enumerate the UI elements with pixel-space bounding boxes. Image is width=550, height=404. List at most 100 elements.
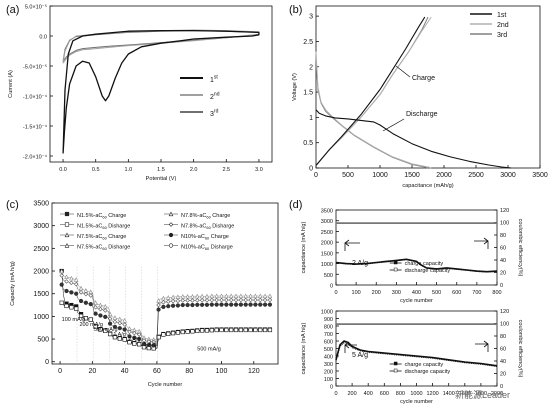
y2-tick-label: 100: [500, 221, 509, 227]
y-tick-label: 0.0: [39, 35, 47, 41]
legend-label-suffix: Charge: [211, 213, 231, 219]
y-tick-label: 3500: [33, 201, 49, 208]
legend-label: N1.5%-aC60 Disharge: [77, 224, 130, 231]
data-point: [258, 327, 263, 333]
data-point: [185, 298, 190, 303]
legend-label: discharge capacity: [405, 369, 451, 375]
data-point: [64, 288, 69, 294]
data-point: [185, 302, 190, 308]
data-point: [161, 300, 166, 305]
data-point: [253, 302, 258, 307]
y-tick-label: 1000: [33, 314, 49, 321]
y-tick-label: 2000: [33, 269, 49, 276]
x-tick-label: 0: [314, 172, 318, 179]
data-point: [83, 291, 89, 297]
x-axis-label: Cycle number: [148, 382, 183, 388]
legend-label-script: nd: [214, 92, 220, 98]
y-tick-label: 0.5: [303, 140, 313, 147]
legend-marker: [64, 211, 70, 217]
y-tick-label: 3: [309, 14, 313, 21]
y-tick-label: 1: [309, 115, 313, 122]
legend-label: N10%-aC60 Charge: [181, 234, 229, 241]
data-point: [102, 303, 108, 309]
data-point: [103, 328, 108, 333]
data-point: [233, 327, 239, 333]
legend-label: N7.8%-aC60 Charge: [181, 213, 230, 220]
data-point: [209, 297, 215, 303]
data-point: [233, 293, 239, 299]
rate-label: 200 mA/g: [79, 322, 103, 328]
annotation-charge: Charge: [412, 75, 435, 82]
data-point: [137, 342, 142, 347]
y-tick-label: 1000: [321, 262, 333, 268]
y-tick-label: 500: [37, 337, 49, 344]
y-tick-label: 3000: [33, 223, 49, 230]
x-tick-label: 1000: [372, 172, 388, 179]
data-point: [258, 302, 263, 307]
x-tick-label: 1800: [475, 391, 487, 397]
y-axis-label: Voltage (V): [292, 73, 298, 101]
data-point: [200, 302, 205, 307]
data-point: [200, 328, 205, 333]
legend-label-script: 60: [102, 246, 107, 251]
legend-label-suffix: Charge: [107, 234, 127, 240]
data-point: [146, 342, 151, 348]
data-point: [248, 327, 253, 333]
chart-b: 0 500 1000 1500 2000 2500 3000 3500 0 0.5 1 1.5 2 2.5…: [292, 5, 548, 189]
data-point: [195, 293, 200, 299]
legend-label: N7.5%-aC60 Disharge: [77, 245, 130, 252]
x-tick-label: 500: [342, 172, 354, 179]
legend-marker: [168, 222, 174, 227]
legend-label: charge capacity: [405, 261, 444, 267]
data-point: [112, 324, 118, 329]
data-point: [219, 293, 224, 299]
data-point: [262, 297, 268, 303]
data-point: [112, 335, 118, 340]
data-point: [243, 297, 248, 303]
data-point: [127, 340, 132, 345]
data-point: [141, 341, 147, 347]
y-tick-label: 0: [45, 359, 49, 366]
data-point: [190, 302, 195, 308]
data-point: [214, 327, 219, 333]
y-axis-label: capacitance (mA h/g): [301, 323, 307, 375]
data-point: [161, 332, 166, 337]
plot-frame: [51, 202, 279, 365]
data-point: [228, 297, 234, 303]
data-point: [267, 297, 273, 303]
data-point: [267, 327, 273, 333]
data-point: [170, 298, 176, 304]
y-tick-label: 2500: [321, 230, 333, 236]
panel-label-a: (a): [6, 4, 19, 16]
data-point: [267, 302, 273, 307]
y2-tick-label: 0: [500, 283, 503, 289]
y-axis-label: Current (A): [8, 70, 14, 98]
data-point: [93, 324, 98, 329]
data-point: [229, 327, 234, 333]
x-tick-label: 1.0: [125, 167, 133, 173]
x-tick-label: 0: [334, 290, 337, 296]
rate-label: 5 A/g: [144, 342, 157, 348]
data-point: [98, 327, 103, 332]
legend-marker: [168, 243, 174, 248]
y2-tick-label: 80: [500, 233, 506, 239]
data-point: [199, 293, 205, 299]
data-point: [98, 313, 103, 318]
data-point: [253, 297, 258, 303]
data-point: [73, 281, 79, 287]
data-point: [83, 300, 88, 305]
annotation-arrow: [382, 118, 405, 132]
y-tick-label: 5.0×10⁻⁵: [25, 4, 47, 11]
data-point: [136, 332, 142, 337]
watermark: 新能源Leader: [455, 389, 510, 400]
legend-label: charge capacity: [405, 362, 444, 368]
x-tick-label: 0: [334, 391, 337, 397]
legend-label-suffix: Charge: [107, 213, 127, 219]
legend-label: N7.8%-aC60 Disharge: [181, 224, 234, 231]
y-tick-label: 400: [324, 355, 333, 361]
legend-label: 3rd: [497, 32, 507, 39]
y2-tick-label: 0: [500, 384, 503, 390]
data-point: [209, 328, 214, 333]
data-point: [69, 305, 74, 310]
